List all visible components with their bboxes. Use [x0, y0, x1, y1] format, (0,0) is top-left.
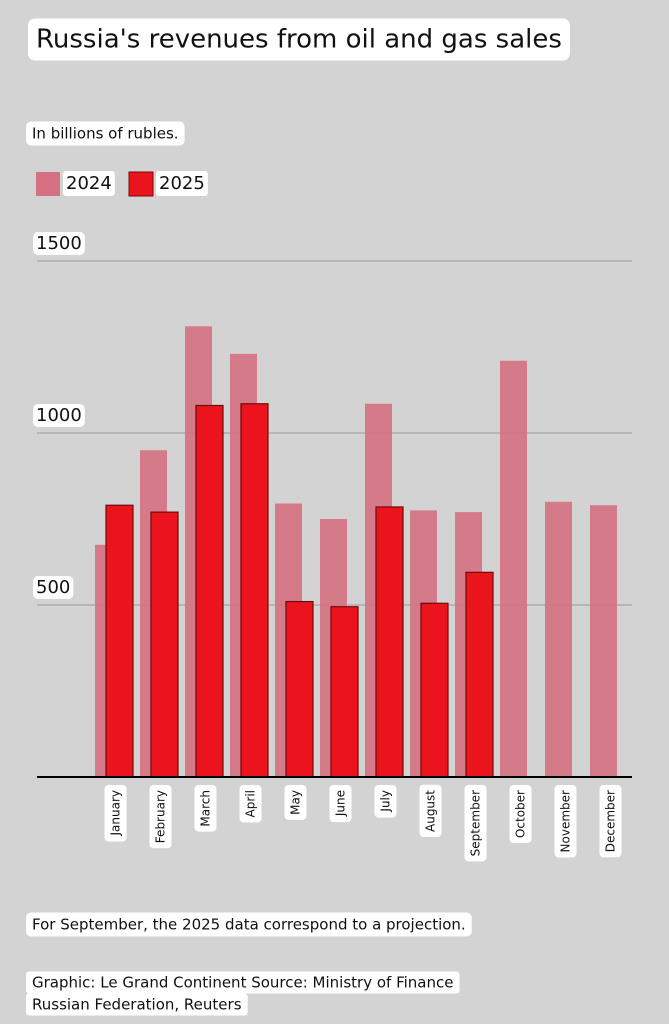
y-tick-label-box	[33, 576, 74, 599]
x-tick-label: September	[469, 790, 483, 856]
source-line: Russian Federation, Reuters	[32, 996, 242, 1014]
x-tick-label: August	[424, 790, 438, 832]
chart-subtitle: In billions of rubles.	[32, 125, 179, 143]
x-tick-label: January	[109, 790, 123, 837]
x-tick-label: October	[514, 790, 528, 838]
x-tick-label-box	[194, 785, 217, 832]
legend-swatch	[128, 171, 154, 197]
x-tick-label-box	[329, 785, 352, 823]
x-tick-label-box	[104, 785, 127, 842]
source-line-box	[26, 971, 460, 994]
x-tick-label-box	[374, 785, 397, 818]
legend-label-group: 2024	[63, 171, 115, 196]
x-tick-label-group: May	[284, 785, 307, 820]
bar	[500, 360, 527, 777]
bar	[240, 403, 269, 778]
bar	[545, 501, 572, 777]
legend-label: 2024	[66, 173, 112, 194]
source-line-box	[26, 993, 248, 1016]
chart-title-group: Russia's revenues from oil and gas sales	[28, 18, 570, 61]
x-tick-label-box	[419, 784, 442, 837]
y-tick-label-box	[33, 232, 85, 255]
y-tick-label: 500	[36, 577, 70, 598]
legend-label-box	[63, 171, 115, 196]
chart-subtitle-group: In billions of rubles.	[26, 121, 185, 146]
x-tick-label-group: April	[239, 785, 262, 823]
x-tick-label-box	[239, 785, 262, 823]
y-tick-label: 1500	[36, 233, 82, 254]
x-tick-label-group: October	[509, 784, 532, 844]
chart-title: Russia's revenues from oil and gas sales	[36, 25, 562, 55]
source-line-group: Graphic: Le Grand Continent Source: Mini…	[26, 971, 460, 994]
source-line-group: Russian Federation, Reuters	[26, 993, 248, 1016]
y-tick-label-group: 1000	[33, 404, 85, 427]
bar	[465, 571, 494, 778]
source-line: Graphic: Le Grand Continent Source: Mini…	[32, 974, 453, 992]
x-tick-label: November	[559, 790, 573, 852]
chart-title-box	[28, 18, 570, 61]
bar	[375, 506, 404, 778]
bar	[105, 504, 134, 778]
x-tick-label-group: February	[149, 785, 172, 849]
x-tick-label-group: January	[104, 785, 127, 842]
x-tick-label-box	[599, 784, 622, 858]
note-box	[26, 912, 472, 937]
y-tick-label-group: 1500	[33, 232, 85, 255]
x-tick-label-group: July	[374, 785, 397, 818]
x-tick-label-group: June	[329, 785, 352, 823]
x-tick-label-group: September	[464, 784, 487, 862]
y-tick-label: 1000	[36, 405, 82, 426]
legend-label: 2025	[159, 173, 205, 194]
x-tick-label-box	[554, 784, 577, 858]
x-tick-label: April	[244, 790, 258, 817]
y-tick-label-box	[33, 404, 85, 427]
bar	[150, 511, 179, 778]
note-group: For September, the 2025 data correspond …	[26, 912, 472, 937]
x-tick-label-box	[149, 785, 172, 849]
bar	[330, 606, 359, 778]
x-tick-label: July	[379, 790, 393, 813]
bar	[590, 505, 617, 777]
x-tick-label: June	[334, 790, 348, 817]
bar	[420, 602, 449, 778]
x-tick-label: December	[604, 790, 618, 852]
x-tick-label-group: March	[194, 785, 217, 832]
x-tick-label: May	[289, 790, 303, 815]
x-tick-label-group: November	[554, 784, 577, 858]
x-tick-label-box	[509, 784, 532, 844]
x-tick-label: March	[199, 790, 213, 827]
note: For September, the 2025 data correspond …	[32, 916, 466, 934]
x-tick-label-group: December	[599, 784, 622, 858]
x-tick-label: February	[154, 790, 168, 843]
x-tick-label-group: August	[419, 784, 442, 837]
x-tick-label-box	[464, 784, 487, 862]
legend-label-group: 2025	[156, 171, 208, 196]
y-tick-label-group: 500	[33, 576, 74, 599]
legend-label-box	[156, 171, 208, 196]
chart-subtitle-box	[26, 121, 185, 146]
x-tick-label-box	[284, 785, 307, 820]
bar	[195, 404, 224, 778]
bar	[285, 600, 314, 778]
legend-swatch	[36, 172, 60, 196]
